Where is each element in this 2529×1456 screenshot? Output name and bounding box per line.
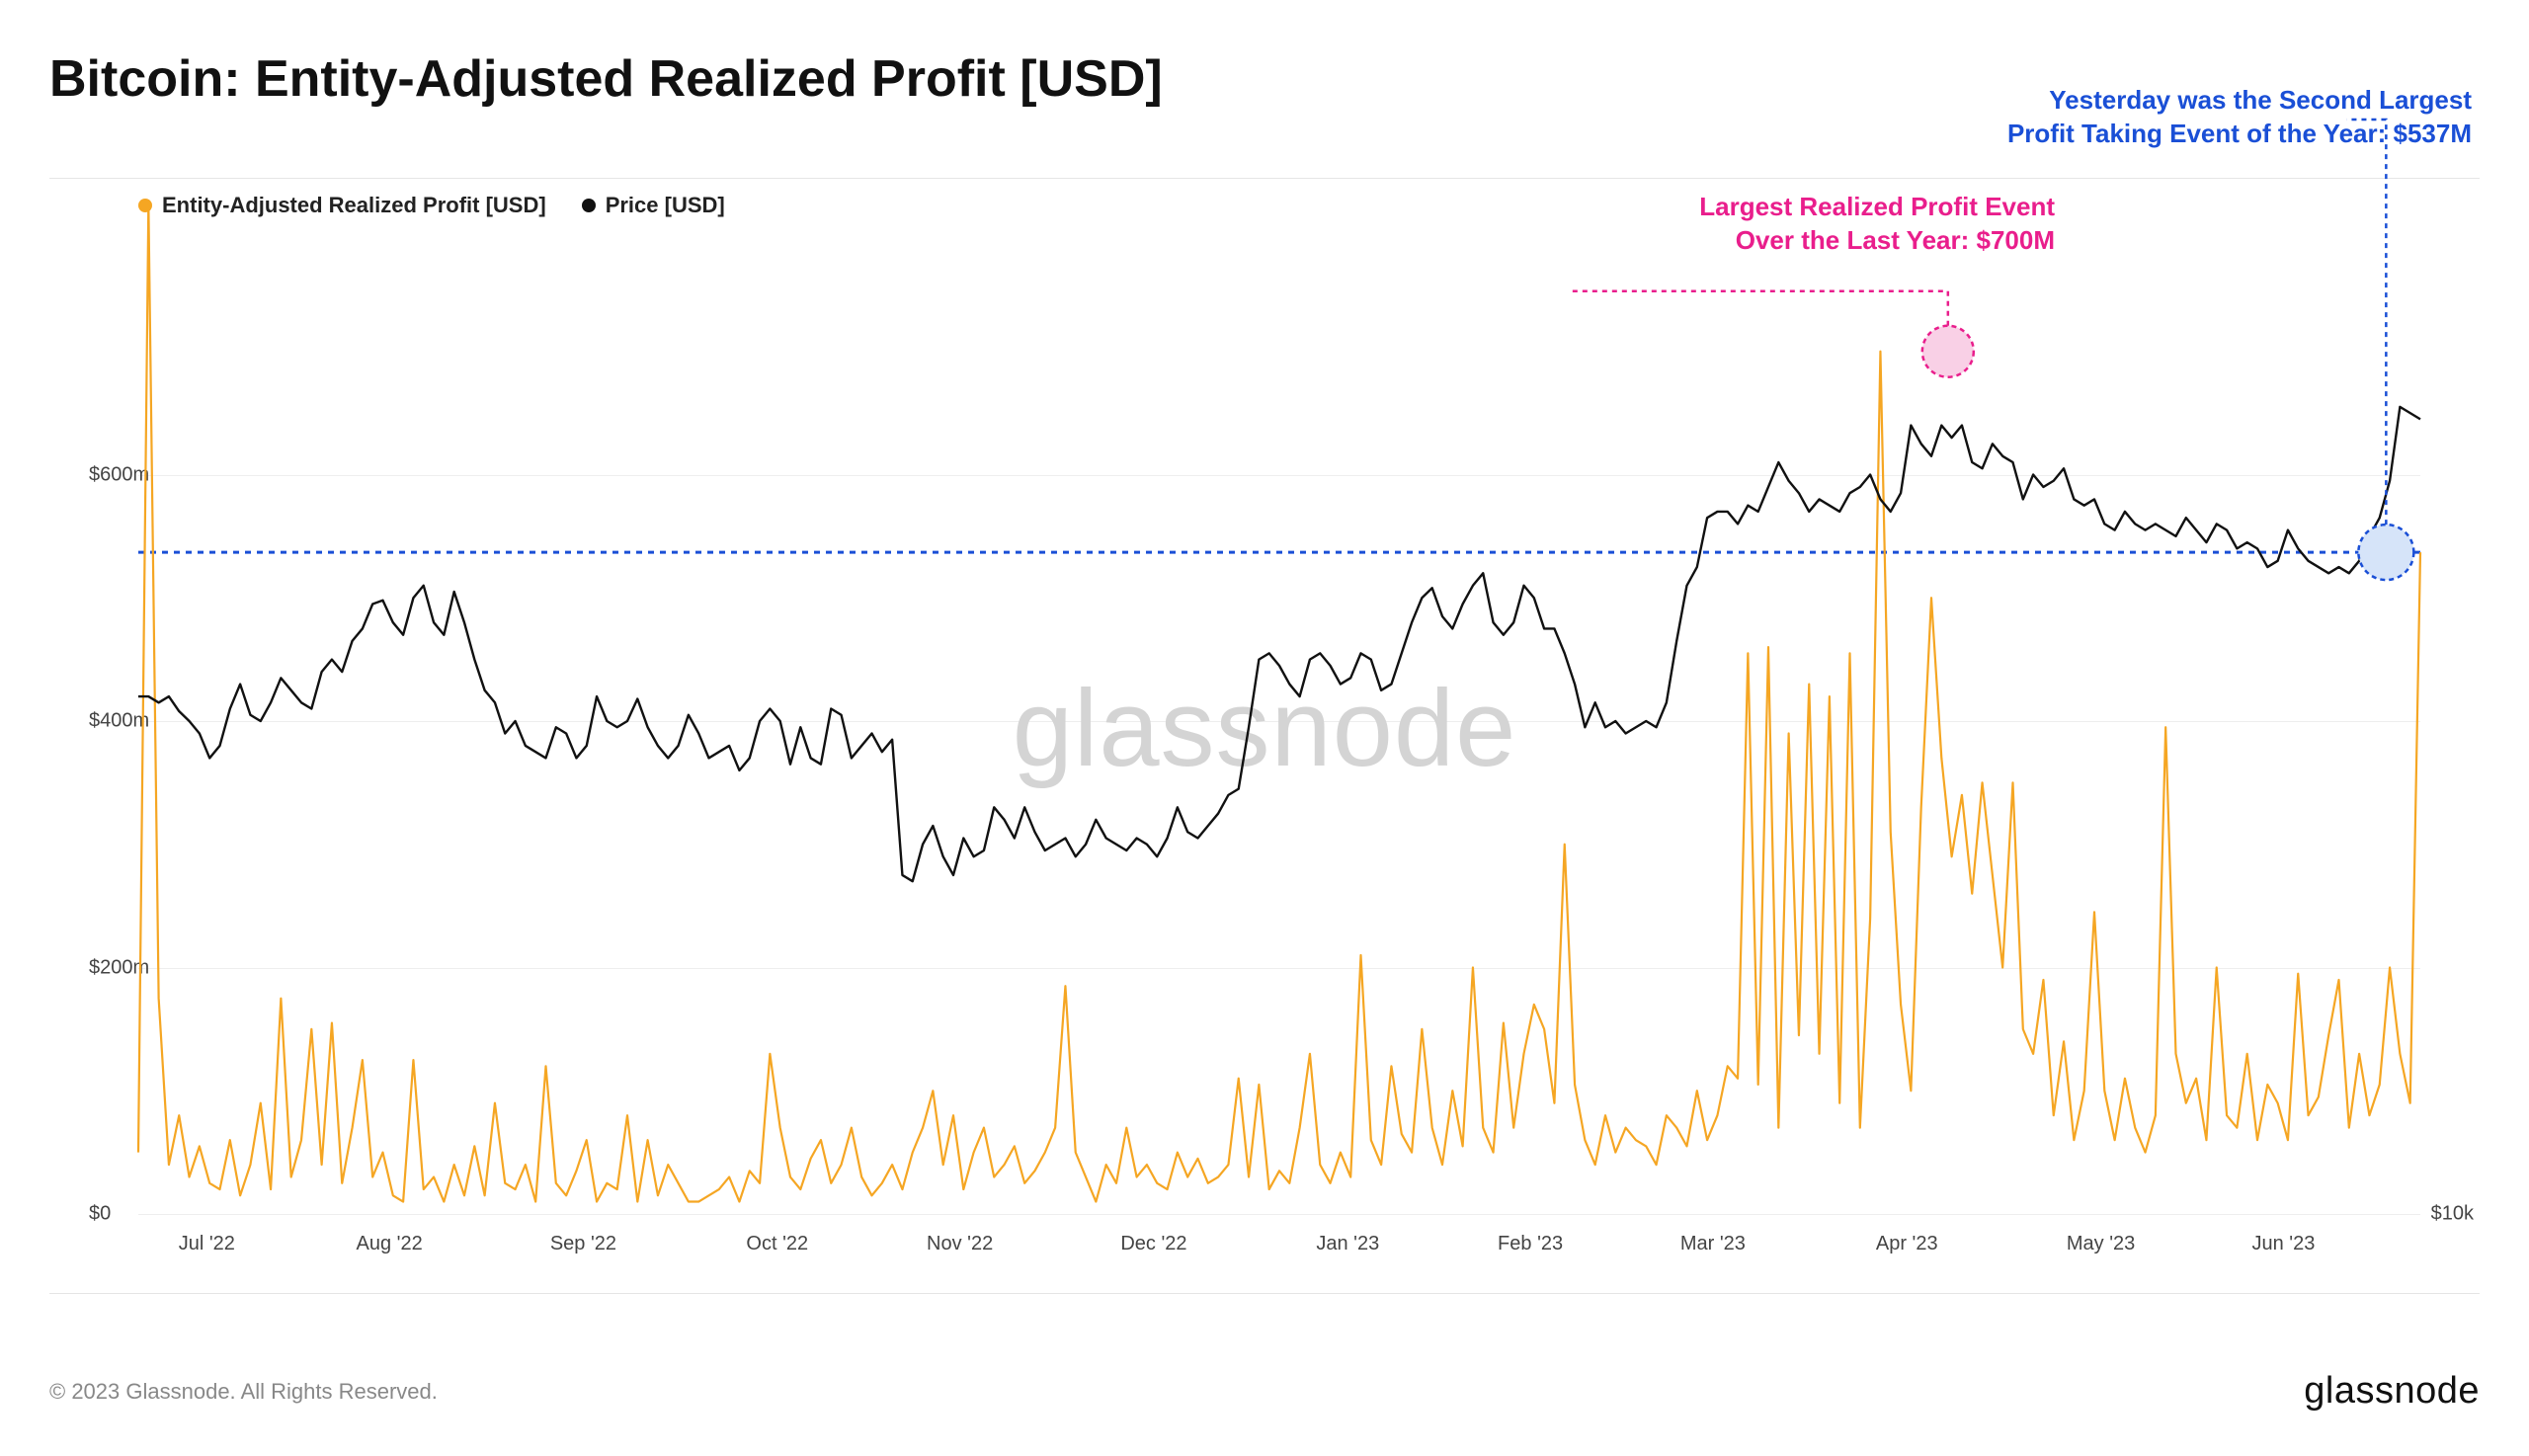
- chart-legend: Entity-Adjusted Realized Profit [USD] Pr…: [138, 193, 725, 218]
- gridline: [138, 1214, 2420, 1215]
- chart-container: Entity-Adjusted Realized Profit [USD] Pr…: [49, 178, 2480, 1294]
- legend-item-price: Price [USD]: [582, 193, 725, 218]
- legend-swatch-price: [582, 199, 596, 212]
- legend-item-profit: Entity-Adjusted Realized Profit [USD]: [138, 193, 546, 218]
- x-axis-label: Aug '22: [356, 1233, 422, 1255]
- price-series-line: [138, 407, 2420, 881]
- legend-label-price: Price [USD]: [606, 193, 725, 218]
- legend-label-profit: Entity-Adjusted Realized Profit [USD]: [162, 193, 546, 218]
- x-axis-label: May '23: [2067, 1233, 2135, 1255]
- x-axis-label: Jan '23: [1316, 1233, 1379, 1255]
- annotation-pink-connector: [1573, 291, 1948, 326]
- x-axis-label: Feb '23: [1498, 1233, 1563, 1255]
- annotation-pink: Largest Realized Profit Event Over the L…: [1699, 191, 2055, 258]
- chart-svg: [138, 228, 2420, 1214]
- y-axis-label: $0: [89, 1203, 111, 1226]
- annotation-blue-line1: Yesterday was the Second Largest: [2007, 84, 2472, 118]
- x-axis-label: Dec '22: [1120, 1233, 1186, 1255]
- x-axis-label: Mar '23: [1680, 1233, 1746, 1255]
- annotation-blue-line2: Profit Taking Event of the Year: $537M: [2007, 118, 2472, 151]
- annotation-pink-line1: Largest Realized Profit Event: [1699, 191, 2055, 224]
- profit-series-line: [138, 203, 2420, 1201]
- plot-area: $0$200m$400m$600m$10kJul '22Aug '22Sep '…: [138, 228, 2420, 1214]
- annotation-blue: Yesterday was the Second Largest Profit …: [2007, 84, 2472, 151]
- x-axis-label: Apr '23: [1876, 1233, 1938, 1255]
- annotation-pink-line2: Over the Last Year: $700M: [1699, 224, 2055, 258]
- annotation-blue-connector: [2346, 120, 2386, 525]
- footer: © 2023 Glassnode. All Rights Reserved. g…: [49, 1370, 2480, 1413]
- x-axis-label: Jun '23: [2251, 1233, 2315, 1255]
- x-axis-label: Sep '22: [550, 1233, 616, 1255]
- brand-logo: glassnode: [2304, 1370, 2480, 1413]
- x-axis-label: Oct '22: [746, 1233, 808, 1255]
- copyright-text: © 2023 Glassnode. All Rights Reserved.: [49, 1379, 438, 1405]
- annotation-blue-circle: [2358, 525, 2413, 580]
- x-axis-label: Nov '22: [927, 1233, 993, 1255]
- legend-swatch-profit: [138, 199, 152, 212]
- annotation-pink-circle: [1922, 326, 1974, 377]
- x-axis-label: Jul '22: [179, 1233, 235, 1255]
- y2-axis-label: $10k: [2431, 1203, 2474, 1226]
